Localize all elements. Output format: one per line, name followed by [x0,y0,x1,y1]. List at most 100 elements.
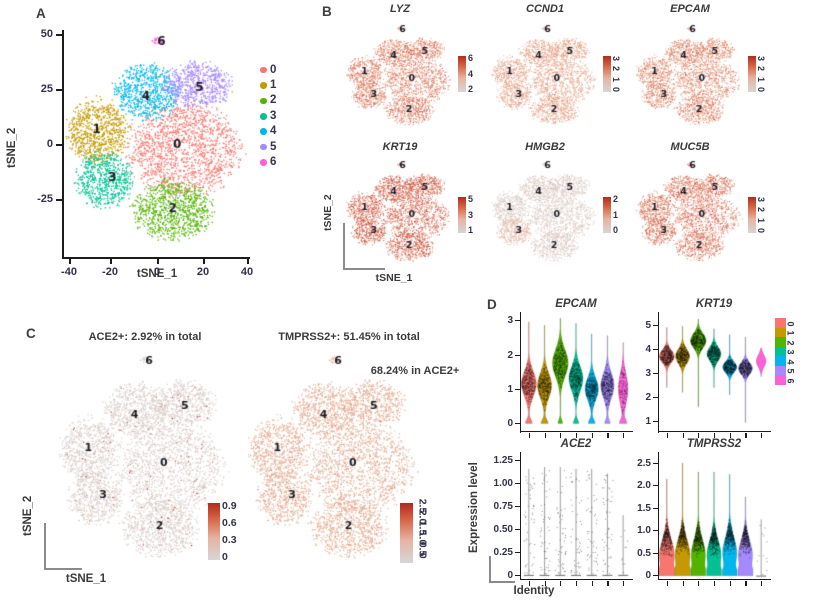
violin-y-tick-mark [653,485,658,487]
violin-canvas-tmprss2 [659,455,769,578]
panel-d-label: D [487,297,497,312]
cluster-legend-label: 4 [270,125,277,138]
violin-x-tick-mark [544,581,546,586]
colorbar [458,56,466,92]
violin-legend-swatch [775,356,786,366]
cluster-legend-label: 5 [270,140,277,153]
colorbar-tick-label: 5 [468,194,474,204]
violin-y-tick-label: 0.50 [493,523,513,535]
violin-y-tick-mark [653,530,658,532]
tsne-feature-canvas-ccnd1 [487,22,603,134]
tsne-feature-canvas-lyz [342,22,458,134]
tsne-feature-canvas-tmprss2 [238,352,430,578]
panel-a-x-tick-mark [110,258,112,264]
tsne-feature-canvas-hmgb2 [487,158,603,270]
colorbar-tick-label: 0 [416,552,429,559]
feature-plot-title-krt19: KRT19 [382,141,418,153]
violin-y-tick-mark [515,483,520,485]
colorbar-labels: 0.9 0.6 0.3 0 [222,501,237,563]
violin-y-tick-label: 0.75 [493,500,513,512]
violin-y-tick-label: 0 [645,569,651,581]
panel-c-plot2-title: TMPRSS2+: 51.45% in total [278,331,420,343]
panel-c-mini-y-axis [44,523,46,570]
colorbar-labels: 3 2 1 0 [756,54,767,94]
colorbar-tick-label: 1 [611,76,622,82]
feature-plot-title-epcam: EPCAM [670,3,710,15]
feature-plot-title-muc5b: MUC5B [670,141,710,153]
violin-legend-label: 4 [785,358,796,365]
violin-x-tick-mark [698,433,700,438]
panel-a-x-tick-label: -40 [61,266,77,278]
cluster-legend-swatch [260,66,267,74]
violin-legend-swatch [775,346,786,356]
violin-x-tick-mark [576,581,578,586]
colorbar-tick-label: 2 [756,66,767,72]
violin-x-tick-mark [761,433,763,438]
violin-y-tick-label: 2 [507,349,513,361]
panel-b-label: B [322,4,332,19]
violin-legend-label: 1 [785,330,796,336]
colorbar [208,503,220,560]
tsne-feature-canvas-muc5b [632,158,748,270]
violin-x-tick-mark [745,433,747,438]
violin-y-tick-label: 4 [645,343,651,355]
panel-b-y-axis-title: tSNE_2 [322,194,334,231]
tsne-feature-canvas-ace2 [52,352,238,578]
colorbar-tick-label: 6 [468,53,474,63]
violin-y-tick-mark [515,389,520,391]
violin-y-tick-label: 1.0 [637,524,651,536]
violin-y-tick-mark [515,423,520,425]
violin-y-axis-line [520,312,522,433]
violin-x-axis-line [658,579,771,581]
colorbar [603,56,611,92]
violin-legend-swatch [775,318,786,328]
colorbar-tick-label: 0 [613,225,619,235]
violin-legend-swatch [775,327,786,337]
panel-b-x-axis-title: tSNE_1 [375,272,413,284]
cluster-legend-label: 0 [270,63,277,76]
violin-x-tick-mark [666,581,669,586]
panel-a-x-axis-line [62,257,250,259]
violin-x-tick-mark [714,433,716,438]
tsne-feature-canvas-epcam [632,22,748,134]
colorbar-tick-label: 1 [468,225,474,235]
cluster-legend-swatch [260,159,267,166]
colorbar-tick-label: 1 [756,76,767,82]
violin-x-tick-mark [698,581,700,586]
panel-c-plot1-title: ACE2+: 2.92% in total [88,331,202,343]
panel-a-x-tick-label: 40 [240,266,254,278]
violin-x-axis-line [520,579,633,581]
colorbar-tick-label: 2 [468,84,474,94]
violin-y-tick-label: 0.5 [637,547,651,559]
panel-a-y-tick-label: 0 [46,138,53,150]
colorbar-tick-label: 0 [756,227,767,233]
cluster-legend-label: 3 [270,109,277,122]
violin-x-tick-mark [623,581,625,586]
violin-y-tick-label: 0 [507,417,513,429]
violin-plot-title-epcam: EPCAM [555,298,597,310]
violin-x-tick-mark [714,581,716,586]
violin-y-tick-mark [515,575,520,577]
panel-a-x-tick-mark [69,258,71,264]
violin-legend-label: 3 [785,349,796,355]
panel-a-x-tick-mark [203,258,205,264]
violin-legend-swatch [775,337,786,347]
violin-x-tick-mark [591,581,593,586]
violin-y-axis-line [658,312,660,433]
colorbar-tick-label: 3 [756,55,767,62]
cluster-legend-label: 6 [270,155,277,168]
panel-a-y-tick-label: 50 [40,28,53,40]
violin-y-tick-mark [653,349,658,351]
panel-a-x-tick-label: -20 [102,266,118,278]
colorbar-tick-label: 2 [611,66,622,72]
cluster-legend-swatch [260,128,267,135]
violin-x-tick-mark [729,581,731,586]
colorbar [748,197,756,233]
colorbar-tick-label: 2 [756,207,767,213]
violin-y-tick-mark [653,325,658,327]
violin-x-tick-mark [528,581,531,586]
violin-y-tick-label: 2 [645,391,651,403]
violin-y-tick-mark [653,575,658,577]
violin-y-tick-label: 0 [507,569,513,581]
colorbar-labels: 2.5 2.0 1.5 1.0 0.5 0 [415,499,430,565]
